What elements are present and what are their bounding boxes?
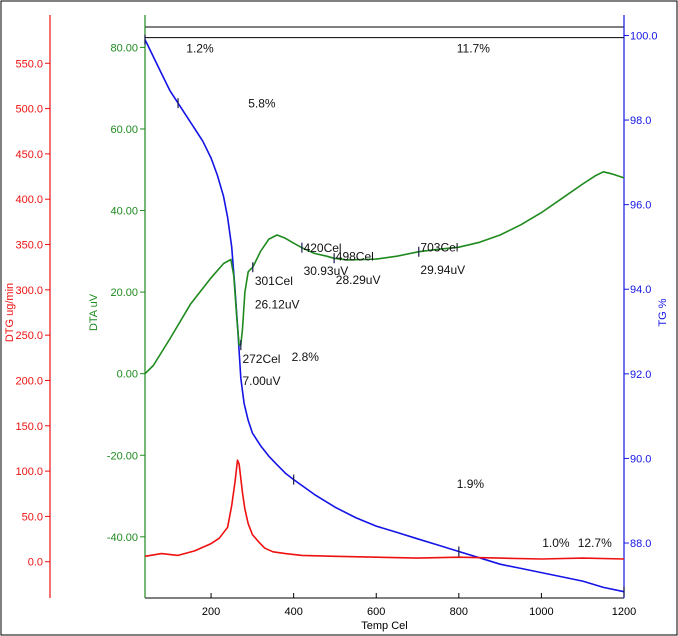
annotation-label: 29.94uV xyxy=(420,263,465,277)
dtg-tick-label: 350.0 xyxy=(15,240,43,252)
x-tick-label: 1200 xyxy=(612,606,636,618)
dtg-tick-label: 100.0 xyxy=(15,466,43,478)
dta-tick-label: 60.00 xyxy=(110,124,138,136)
dta-tick-label: 80.00 xyxy=(110,42,138,54)
annotation-label: 1.0% xyxy=(542,536,570,550)
annotation-label: 30.93uV xyxy=(304,264,349,278)
dtg-tick-label: 250.0 xyxy=(15,330,43,342)
dtg-tick-label: 300.0 xyxy=(15,285,43,297)
x-tick-label: 400 xyxy=(284,606,302,618)
annotation-label: 1.9% xyxy=(457,477,485,491)
x-tick-label: 1000 xyxy=(529,606,553,618)
dtg-tick-label: 200.0 xyxy=(15,375,43,387)
tg-tick-label: 94.0 xyxy=(630,284,651,296)
dtg-series-line xyxy=(144,459,625,560)
dta-tick-label: -20.00 xyxy=(107,450,138,462)
annotation-label: 7.00uV xyxy=(242,374,280,388)
dta-tick-label: 0.00 xyxy=(117,369,138,381)
dtg-axis-title: DTG ug/min xyxy=(4,283,16,342)
annotation-label: 2.8% xyxy=(292,350,320,364)
annotations: 1.2% 11.7% 5.8% 301Cel 26.12uV 420Cel 30.93uV4… xyxy=(186,41,612,550)
tg-series-line xyxy=(144,39,625,593)
x-tick-label: 800 xyxy=(450,606,468,618)
tg-tick-label: 96.0 xyxy=(630,200,651,212)
annotation-label: 1.2% xyxy=(186,41,214,55)
dta-tick-label: -40.00 xyxy=(107,532,138,544)
dtg-tick-label: 550.0 xyxy=(15,58,43,70)
tg-tick-label: 100.0 xyxy=(630,30,658,42)
annotation-label: 272Cel xyxy=(242,352,280,366)
dtg-tick-label: 0.0 xyxy=(28,557,43,569)
annotation-label: 301Cel xyxy=(255,274,293,288)
dtg-tick-label: 500.0 xyxy=(15,104,43,116)
tg-axis-title: TG % xyxy=(657,298,669,326)
series-markers xyxy=(144,34,625,597)
series-lines xyxy=(144,37,625,593)
annotation-label: 703Cel xyxy=(420,240,458,254)
tg-tick-label: 98.0 xyxy=(630,115,651,127)
plot-frame xyxy=(145,26,624,599)
annotation-label: 498Cel xyxy=(336,249,374,263)
annotation-label: 26.12uV xyxy=(255,297,300,311)
annotation-label: 5.8% xyxy=(248,96,276,110)
tg-tick-label: 92.0 xyxy=(630,369,651,381)
dta-axis-title: DTA uV xyxy=(88,293,100,331)
axes: 200 400 600 800 1000 1200 Temp Cel 0.0 50.0 100.0… xyxy=(4,15,669,632)
x-axis-title: Temp Cel xyxy=(361,620,407,632)
annotation-label: 420Cel xyxy=(304,241,342,255)
annotation-label: 11.7% xyxy=(457,41,490,55)
dtg-tick-label: 450.0 xyxy=(15,149,43,161)
dtg-tick-label: 50.0 xyxy=(22,511,43,523)
tg-tick-label: 88.0 xyxy=(630,538,651,550)
dta-tick-label: 20.00 xyxy=(110,287,138,299)
dtg-tick-label: 400.0 xyxy=(15,194,43,206)
annotation-label: 12.7% xyxy=(578,536,612,550)
tg-tick-label: 90.0 xyxy=(630,453,651,465)
x-tick-label: 600 xyxy=(367,606,385,618)
annotation-label: 28.29uV xyxy=(336,273,381,287)
dta-tick-label: 40.00 xyxy=(110,206,138,218)
dtg-tick-label: 150.0 xyxy=(15,421,43,433)
x-tick-label: 200 xyxy=(202,606,220,618)
